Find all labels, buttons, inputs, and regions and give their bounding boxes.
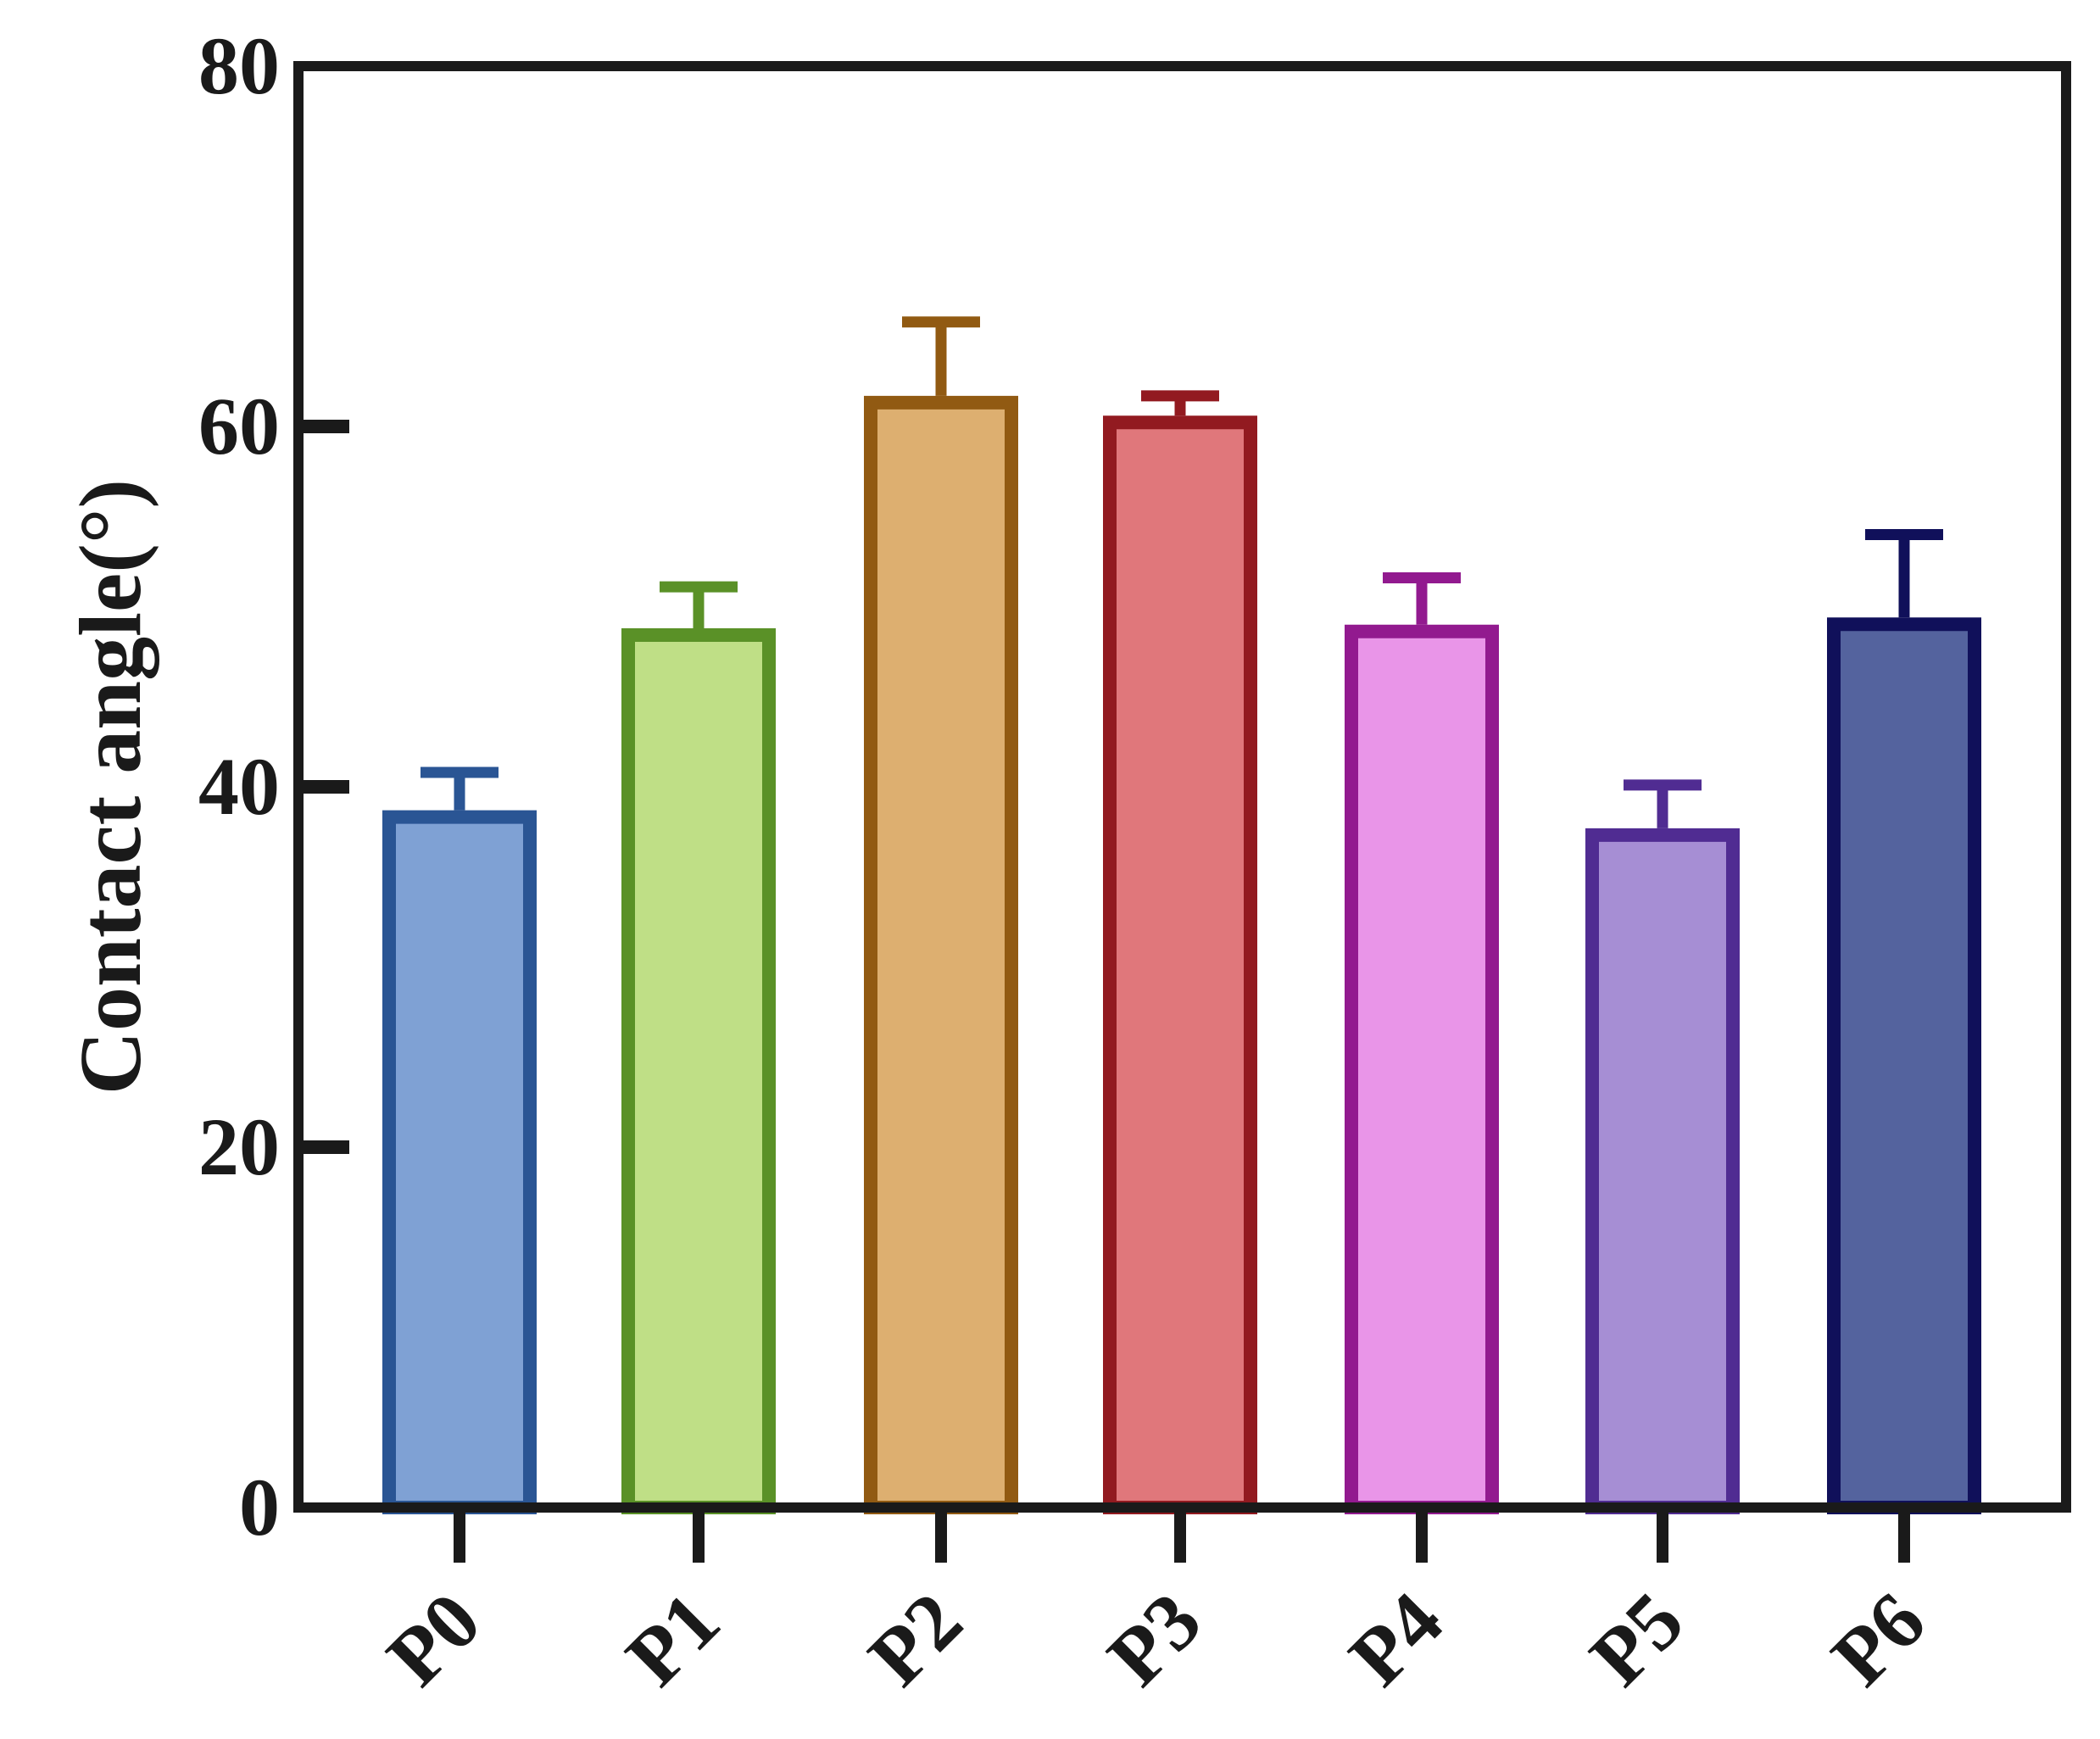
x-tick-label: P6 [1814,1575,1942,1703]
x-tick-label: P2 [851,1575,979,1703]
bar-P2 [864,316,1018,1514]
x-axis: P0 P1 P2 P3 P4 P5 P6 [370,1508,1942,1703]
x-tick-label: P3 [1090,1575,1218,1703]
x-tick-label: P0 [370,1575,498,1703]
x-tick-label: P4 [1332,1575,1460,1703]
bars-group [382,316,1981,1514]
bar-rect [1103,415,1257,1514]
bar-rect [864,395,1018,1514]
bar-rect [1827,617,1981,1514]
y-tick-label: 0 [239,1462,280,1552]
bar-rect [382,810,537,1514]
bar-P6 [1827,529,1981,1514]
bar-rect [1585,828,1740,1514]
x-tick-label: P5 [1573,1575,1701,1703]
y-tick-label: 80 [198,20,280,111]
bar-P5 [1585,779,1740,1514]
bar-P0 [382,766,537,1514]
bar-rect [1345,624,1499,1514]
bar-P1 [621,581,776,1514]
y-axis-title: Contact angle(°) [62,479,159,1095]
bar-P3 [1103,390,1257,1514]
y-axis: 0 20 40 60 80 [198,20,349,1552]
y-tick-label: 40 [198,741,280,832]
bar-P4 [1345,572,1499,1514]
y-tick-label: 60 [198,381,280,471]
y-tick-label: 20 [198,1101,280,1192]
x-tick-label: P1 [609,1575,737,1703]
bar-rect [621,628,776,1514]
